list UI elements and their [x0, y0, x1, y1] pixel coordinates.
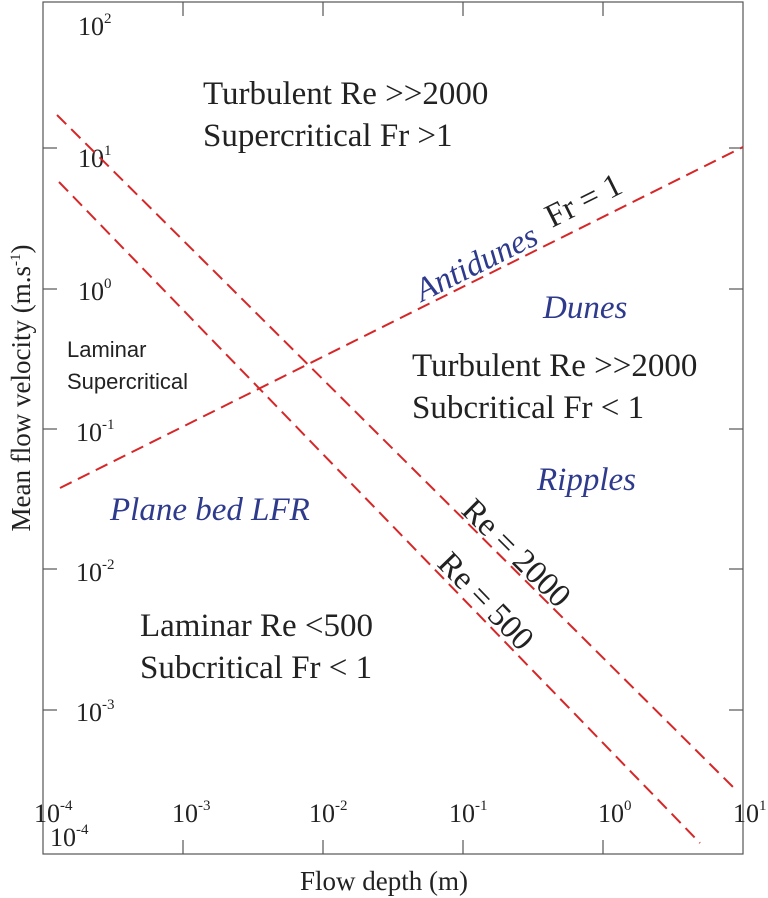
froude-boundary-line	[59, 146, 744, 489]
y-tick-label: 10-3	[76, 697, 115, 727]
laminar-subcritical-label: Subcritical Fr < 1	[140, 650, 372, 686]
antidunes-label: Antidunes	[408, 218, 544, 310]
y-tick-label: 101	[78, 143, 112, 173]
x-tick-label: 10-1	[449, 798, 488, 828]
turbulent-subcritical-label: Subcritical Fr < 1	[412, 390, 644, 426]
y-tick-label: 100	[78, 276, 112, 306]
x-tick-label: 10-4	[34, 798, 73, 828]
y-axis-label: Mean flow velocity (m.s-1)	[6, 245, 36, 532]
re2000-boundary-line	[56, 114, 734, 788]
x-tick-label: 100	[598, 798, 632, 828]
x-origin-label: 10-4	[50, 822, 89, 852]
y-tick-label: 102	[78, 11, 112, 41]
laminar-supercritical-label: Laminar	[67, 337, 146, 362]
dunes-label: Dunes	[542, 290, 627, 326]
turbulent-supercritical-label: Turbulent Re >>2000	[203, 76, 488, 112]
y-tick-label: 10-1	[76, 417, 115, 447]
laminar-subcritical-label: Laminar Re <500	[140, 608, 373, 644]
x-tick-label: 10-2	[309, 798, 348, 828]
plane-bed-label: Plane bed LFR	[109, 492, 310, 528]
plot-frame	[42, 1, 744, 855]
ripples-label: Ripples	[536, 462, 636, 498]
re500-boundary-line	[58, 181, 701, 844]
turbulent-supercritical-label: Supercritical Fr >1	[203, 118, 453, 154]
x-tick-label: 101	[733, 798, 767, 828]
laminar-supercritical-label: Supercritical	[67, 369, 188, 394]
tick-marks	[43, 2, 743, 854]
y-tick-label: 10-2	[76, 557, 115, 587]
turbulent-subcritical-label: Turbulent Re >>2000	[412, 348, 697, 384]
froude-line-label: Fr = 1	[540, 167, 629, 235]
x-axis-label: Flow depth (m)	[300, 866, 468, 896]
x-tick-label: 10-3	[172, 798, 211, 828]
